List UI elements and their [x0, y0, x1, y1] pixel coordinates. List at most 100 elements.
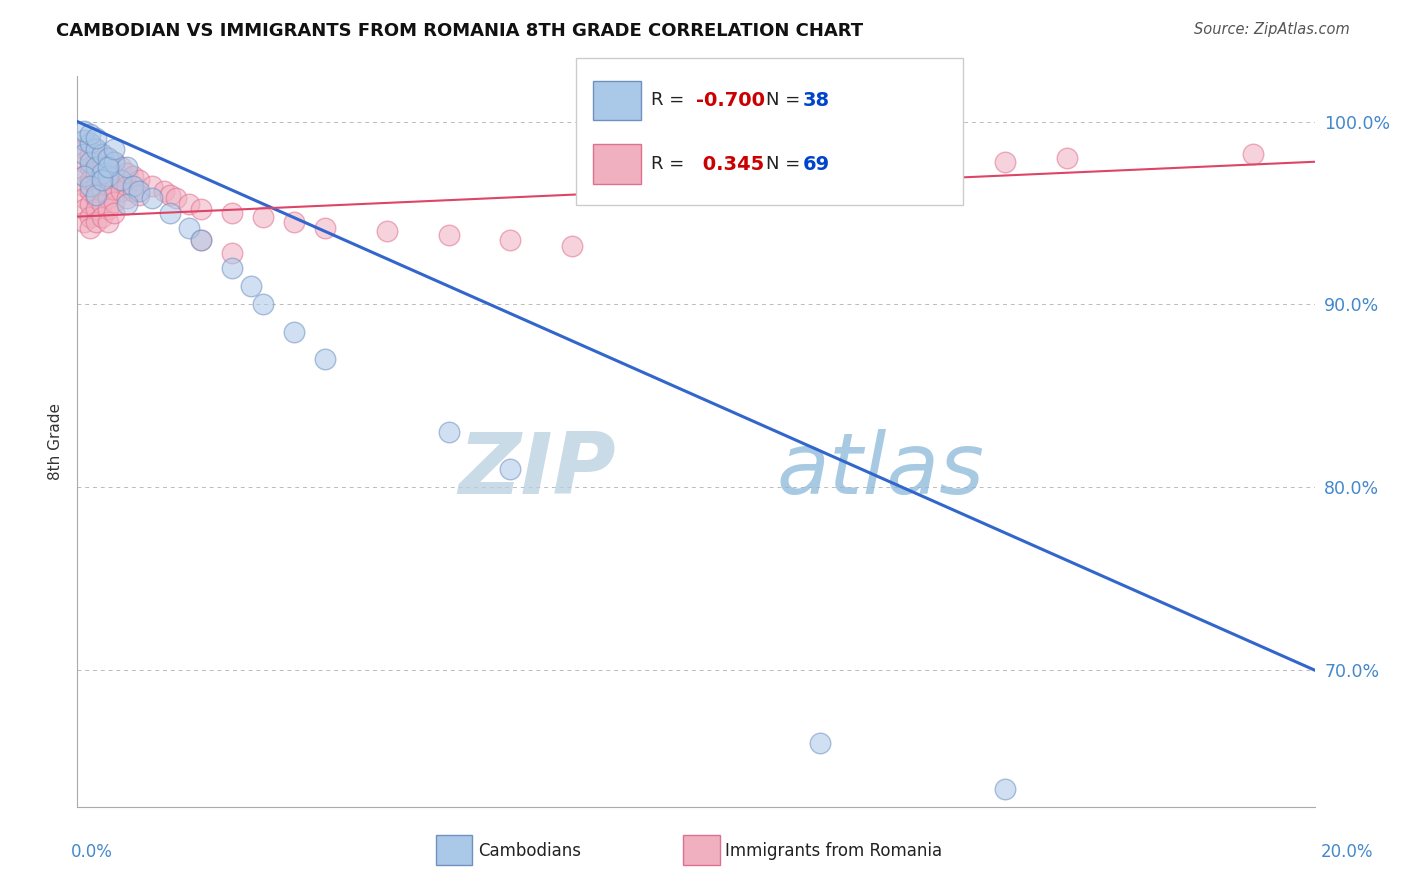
Point — [79, 136, 101, 151]
Point — [79, 220, 101, 235]
Point — [79, 196, 101, 211]
Point — [499, 462, 522, 476]
Point — [141, 178, 163, 193]
Point — [79, 173, 101, 187]
Point — [128, 184, 150, 198]
Point — [141, 191, 163, 205]
Point — [79, 178, 101, 193]
Point — [103, 182, 125, 196]
Point — [103, 154, 125, 169]
Point — [91, 196, 114, 211]
Point — [221, 246, 243, 260]
Point — [97, 161, 120, 175]
Point — [91, 173, 114, 187]
Point — [72, 215, 94, 229]
Point — [283, 325, 305, 339]
Text: Immigrants from Romania: Immigrants from Romania — [725, 842, 942, 860]
Point — [122, 178, 145, 193]
Point — [103, 206, 125, 220]
Text: 69: 69 — [803, 154, 830, 174]
Text: atlas: atlas — [776, 429, 984, 512]
Point — [159, 187, 181, 202]
Point — [110, 184, 132, 198]
Point — [84, 161, 107, 175]
Text: 20.0%: 20.0% — [1320, 843, 1374, 861]
Point — [91, 147, 114, 161]
Point — [97, 151, 120, 165]
Point — [84, 191, 107, 205]
Point — [110, 173, 132, 187]
Point — [79, 147, 101, 161]
Point — [110, 161, 132, 175]
Point — [122, 169, 145, 184]
Point — [994, 154, 1017, 169]
Point — [72, 147, 94, 161]
Point — [122, 184, 145, 198]
Point — [252, 210, 274, 224]
Point — [165, 191, 187, 205]
Point — [72, 123, 94, 137]
Point — [437, 227, 460, 242]
Point — [72, 142, 94, 156]
Point — [115, 166, 138, 180]
Point — [79, 161, 101, 175]
Point — [79, 128, 101, 142]
Point — [115, 196, 138, 211]
Point — [103, 194, 125, 209]
Point — [190, 233, 212, 247]
Point — [561, 239, 583, 253]
Point — [252, 297, 274, 311]
Point — [97, 191, 120, 205]
Point — [239, 279, 262, 293]
Point — [91, 173, 114, 187]
Point — [79, 154, 101, 169]
Point — [115, 191, 138, 205]
Point — [153, 184, 176, 198]
Text: -0.700: -0.700 — [696, 91, 765, 110]
Point — [72, 133, 94, 147]
Point — [221, 260, 243, 275]
Text: 0.345: 0.345 — [696, 154, 765, 174]
Point — [103, 154, 125, 169]
Point — [97, 166, 120, 180]
Point — [84, 131, 107, 145]
Point — [177, 196, 200, 211]
Point — [91, 166, 114, 180]
Text: R =: R = — [651, 155, 690, 173]
Point — [190, 233, 212, 247]
Point — [84, 154, 107, 169]
Point — [72, 169, 94, 184]
Point — [91, 161, 114, 175]
Text: N =: N = — [766, 92, 806, 110]
Point — [84, 187, 107, 202]
Point — [103, 142, 125, 156]
Point — [79, 136, 101, 151]
Point — [437, 425, 460, 440]
Point — [1056, 151, 1078, 165]
Point — [97, 169, 120, 184]
Point — [84, 166, 107, 180]
Text: R =: R = — [651, 92, 690, 110]
Y-axis label: 8th Grade: 8th Grade — [48, 403, 63, 480]
Point — [79, 184, 101, 198]
Point — [91, 184, 114, 198]
Point — [190, 202, 212, 217]
Point — [115, 161, 138, 175]
Point — [79, 210, 101, 224]
Point — [72, 202, 94, 217]
Point — [314, 220, 336, 235]
Point — [84, 142, 107, 156]
Point — [128, 173, 150, 187]
Point — [97, 215, 120, 229]
Point — [72, 154, 94, 169]
Point — [91, 147, 114, 161]
Point — [115, 178, 138, 193]
Point — [72, 133, 94, 147]
Point — [84, 202, 107, 217]
Point — [177, 220, 200, 235]
Point — [84, 142, 107, 156]
Point — [375, 224, 398, 238]
Point — [283, 215, 305, 229]
Point — [72, 178, 94, 193]
Point — [808, 736, 831, 750]
